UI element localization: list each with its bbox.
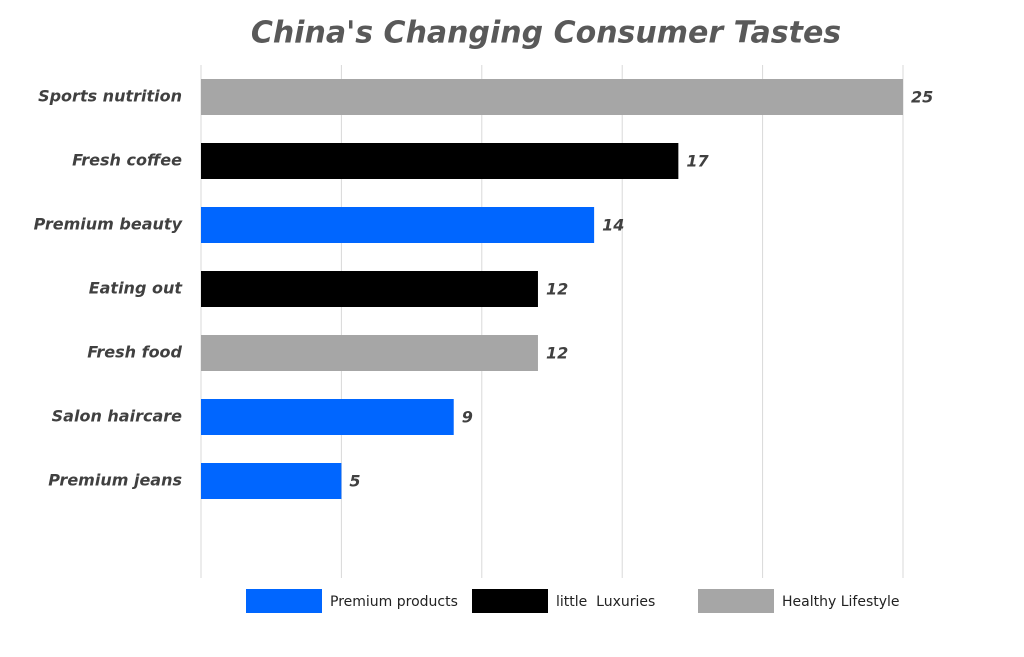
value-label: 9: [462, 408, 473, 427]
bar: [201, 271, 538, 307]
bar: [201, 399, 454, 435]
bar: [201, 79, 903, 115]
category-label: Premium jeans: [48, 471, 182, 490]
value-label: 12: [546, 344, 568, 363]
category-label: Premium beauty: [34, 215, 183, 234]
value-label: 5: [349, 472, 360, 491]
bar: [201, 143, 679, 179]
bar: [201, 335, 538, 371]
legend-swatch: [698, 589, 774, 613]
value-label: 17: [686, 152, 709, 171]
category-label: Fresh coffee: [72, 151, 182, 170]
legend-label: Premium products: [330, 594, 458, 610]
value-label: 14: [602, 216, 624, 235]
category-label: Fresh food: [87, 343, 182, 362]
value-label: 12: [546, 280, 568, 299]
chart-title: China's Changing Consumer Tastes: [251, 16, 841, 51]
bar: [201, 207, 595, 243]
category-label: Sports nutrition: [38, 87, 182, 106]
legend-label: little Luxuries: [556, 594, 655, 610]
legend-swatch: [246, 589, 322, 613]
bar: [201, 463, 342, 499]
category-label: Salon haircare: [52, 407, 182, 426]
legend-swatch: [472, 589, 548, 613]
legend-label: Healthy Lifestyle: [782, 594, 900, 610]
category-label: Eating out: [89, 279, 184, 298]
value-label: 25: [911, 88, 933, 107]
